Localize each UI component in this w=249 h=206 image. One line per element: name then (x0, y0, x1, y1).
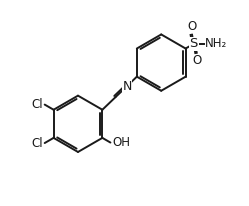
Text: NH₂: NH₂ (205, 37, 227, 50)
Text: Cl: Cl (32, 137, 44, 150)
Text: S: S (189, 37, 198, 50)
Text: N: N (123, 80, 132, 92)
Text: O: O (187, 20, 197, 34)
Text: OH: OH (112, 136, 130, 149)
Text: Cl: Cl (32, 98, 44, 111)
Text: O: O (192, 54, 201, 67)
